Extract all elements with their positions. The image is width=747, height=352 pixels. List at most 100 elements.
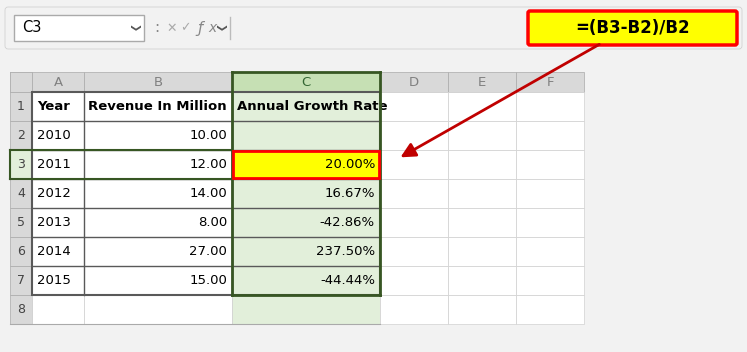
Bar: [232, 92, 380, 121]
Text: :: :: [154, 20, 159, 36]
Text: 8: 8: [17, 303, 25, 316]
Bar: [232, 72, 380, 92]
Bar: [380, 208, 448, 237]
Text: 15.00: 15.00: [189, 274, 227, 287]
Text: 2013: 2013: [37, 216, 71, 229]
Text: ❯: ❯: [129, 24, 139, 32]
Bar: [516, 237, 584, 266]
Text: 2012: 2012: [37, 187, 71, 200]
Bar: [448, 150, 516, 179]
Bar: [10, 121, 32, 150]
Bar: [233, 151, 379, 178]
FancyBboxPatch shape: [5, 7, 742, 49]
Bar: [10, 179, 32, 208]
Bar: [380, 295, 448, 324]
Bar: [380, 121, 448, 150]
Bar: [10, 150, 32, 179]
Text: -42.86%: -42.86%: [320, 216, 375, 229]
Bar: [232, 295, 380, 324]
Bar: [84, 179, 232, 208]
Bar: [32, 179, 84, 208]
Bar: [448, 92, 516, 121]
Bar: [380, 237, 448, 266]
Text: 5: 5: [17, 216, 25, 229]
Text: 12.00: 12.00: [189, 158, 227, 171]
Text: B: B: [153, 75, 163, 88]
Text: x: x: [208, 21, 216, 35]
Text: ƒ: ƒ: [197, 20, 202, 36]
Bar: [516, 92, 584, 121]
Bar: [10, 295, 32, 324]
Text: ❯: ❯: [215, 24, 225, 32]
FancyBboxPatch shape: [528, 11, 737, 45]
Text: 2015: 2015: [37, 274, 71, 287]
Bar: [232, 150, 380, 179]
Text: =(B3-B2)/B2: =(B3-B2)/B2: [575, 19, 689, 37]
Bar: [10, 208, 32, 237]
Bar: [448, 295, 516, 324]
Bar: [84, 92, 232, 121]
Text: 2011: 2011: [37, 158, 71, 171]
Bar: [380, 72, 448, 92]
Bar: [84, 266, 232, 295]
Text: 6: 6: [17, 245, 25, 258]
Text: C: C: [301, 75, 311, 88]
Text: E: E: [478, 75, 486, 88]
Bar: [32, 266, 84, 295]
Text: 8.00: 8.00: [198, 216, 227, 229]
Bar: [516, 179, 584, 208]
Bar: [516, 121, 584, 150]
Text: 14.00: 14.00: [189, 187, 227, 200]
Bar: [516, 72, 584, 92]
Text: Revenue In Million: Revenue In Million: [88, 100, 227, 113]
Text: C3: C3: [22, 20, 41, 36]
Bar: [84, 237, 232, 266]
Bar: [10, 237, 32, 266]
Text: 4: 4: [17, 187, 25, 200]
Text: 20.00%: 20.00%: [325, 158, 375, 171]
Text: 16.67%: 16.67%: [324, 187, 375, 200]
Text: Year: Year: [37, 100, 70, 113]
Text: A: A: [54, 75, 63, 88]
Bar: [32, 295, 84, 324]
Bar: [516, 208, 584, 237]
Bar: [32, 92, 84, 121]
Bar: [32, 72, 84, 92]
Bar: [10, 72, 32, 92]
Bar: [232, 208, 380, 237]
Bar: [232, 266, 380, 295]
Text: D: D: [409, 75, 419, 88]
Bar: [448, 266, 516, 295]
Bar: [380, 150, 448, 179]
Text: ✓: ✓: [180, 21, 190, 34]
Polygon shape: [12, 74, 30, 90]
Text: 27.00: 27.00: [189, 245, 227, 258]
Bar: [448, 208, 516, 237]
Text: 2: 2: [17, 129, 25, 142]
Bar: [448, 179, 516, 208]
Text: 2010: 2010: [37, 129, 71, 142]
Bar: [84, 72, 232, 92]
Bar: [84, 150, 232, 179]
Bar: [232, 121, 380, 150]
Bar: [84, 208, 232, 237]
Bar: [516, 295, 584, 324]
Text: F: F: [546, 75, 554, 88]
Bar: [448, 121, 516, 150]
Text: 237.50%: 237.50%: [316, 245, 375, 258]
Bar: [84, 295, 232, 324]
Bar: [448, 237, 516, 266]
Bar: [232, 179, 380, 208]
Bar: [32, 208, 84, 237]
Bar: [380, 92, 448, 121]
Bar: [10, 266, 32, 295]
Text: 2014: 2014: [37, 245, 71, 258]
Text: -44.44%: -44.44%: [320, 274, 375, 287]
Bar: [448, 72, 516, 92]
Bar: [32, 121, 84, 150]
Bar: [10, 92, 32, 121]
Text: 1: 1: [17, 100, 25, 113]
Bar: [232, 237, 380, 266]
Bar: [380, 266, 448, 295]
Bar: [380, 179, 448, 208]
